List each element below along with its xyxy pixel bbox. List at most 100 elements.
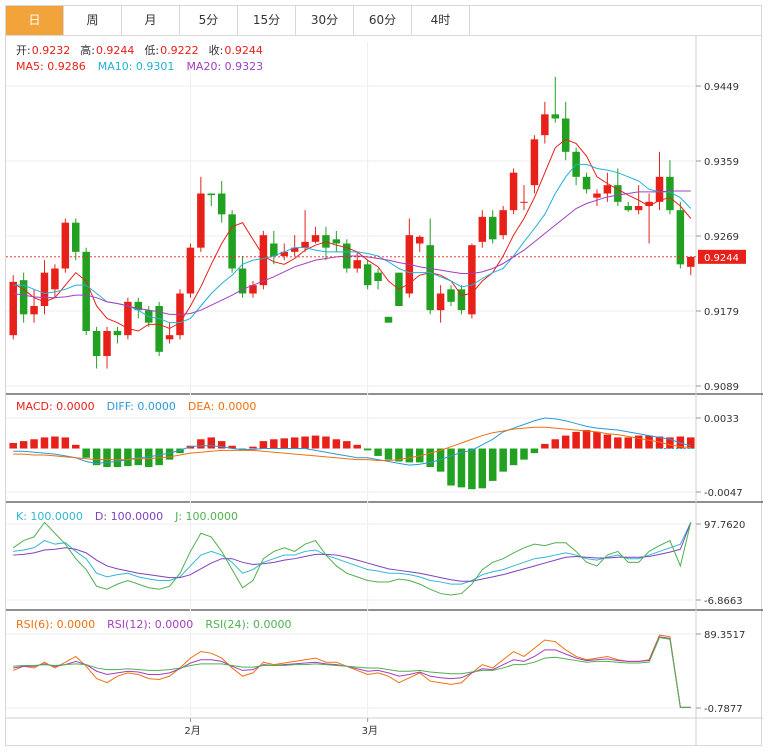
- candle-body: [103, 331, 111, 356]
- candle-body: [82, 251, 90, 331]
- candle-body: [228, 214, 236, 269]
- macd-bar: [499, 448, 507, 472]
- tab-2[interactable]: 月: [122, 6, 180, 35]
- macd-bar: [572, 431, 580, 449]
- tab-1[interactable]: 周: [64, 6, 122, 35]
- macd-bar: [426, 448, 434, 468]
- month-label: 2月: [184, 725, 200, 737]
- candle-body: [384, 316, 393, 323]
- price-tick-label: 0.9089: [704, 382, 739, 393]
- candle-body: [270, 243, 278, 256]
- candle-body: [520, 201, 528, 203]
- candle-body: [687, 256, 695, 267]
- rsi12-legend: RSI(12): 0.0000: [107, 618, 193, 631]
- tab-0[interactable]: 日: [6, 6, 64, 35]
- tab-7[interactable]: 4时: [412, 6, 470, 35]
- high-label: 高:: [80, 43, 95, 57]
- macd-bar: [259, 441, 268, 449]
- candle-body: [259, 235, 268, 286]
- close-label: 收:: [209, 43, 224, 57]
- macd-bar: [197, 439, 205, 449]
- candle-body: [603, 185, 612, 194]
- ma20-line: [13, 190, 691, 315]
- j-legend: J: 100.0000: [174, 510, 238, 523]
- candle-body: [634, 206, 643, 211]
- macd-bar: [530, 448, 539, 454]
- candle-body: [238, 268, 247, 294]
- tab-5[interactable]: 30分: [296, 6, 354, 35]
- candle-body: [197, 193, 205, 248]
- candle-body: [614, 185, 622, 202]
- candle-body: [165, 335, 174, 340]
- macd-bar: [217, 441, 226, 449]
- macd-bar: [666, 437, 674, 449]
- candle-body: [249, 285, 257, 294]
- macd-bar: [614, 437, 622, 449]
- open-label: 开:: [16, 44, 31, 57]
- candle-body: [447, 289, 455, 302]
- candle-body: [530, 139, 539, 186]
- month-label: 3月: [362, 725, 378, 737]
- macd-bar: [92, 448, 101, 466]
- macd-bar: [134, 448, 143, 466]
- candle-body: [561, 118, 570, 152]
- rsi-tick-label: 89.3517: [704, 630, 745, 641]
- last-price-tag: [698, 249, 746, 264]
- macd-bar: [593, 431, 601, 449]
- macd-bar: [61, 437, 70, 449]
- macd-bar: [165, 448, 174, 460]
- candle-body: [301, 241, 309, 248]
- macd-bar: [488, 448, 497, 481]
- candle-body: [332, 239, 341, 244]
- ma5-legend: MA5: 0.9286: [16, 60, 86, 73]
- candle-body: [92, 331, 101, 356]
- candle-body: [124, 301, 132, 336]
- macd-bar: [687, 437, 695, 449]
- tab-4[interactable]: 15分: [238, 6, 296, 35]
- macd-bar: [363, 448, 372, 451]
- rsi24-line: [13, 637, 691, 708]
- candle-body: [72, 222, 80, 252]
- candle-body: [509, 172, 518, 211]
- d-legend: D: 100.0000: [95, 510, 163, 523]
- macd-bar: [82, 448, 90, 458]
- d-line: [13, 522, 692, 582]
- kdj-tick-label: -6.8663: [704, 596, 743, 607]
- candle-body: [353, 260, 361, 269]
- macd-bar: [113, 448, 122, 468]
- candle-body: [374, 272, 382, 281]
- candle-body: [363, 264, 372, 286]
- candle-body: [655, 176, 664, 202]
- macd-bar: [509, 448, 518, 466]
- j-line: [12, 521, 692, 596]
- macd-bar: [249, 446, 257, 449]
- macd-bar: [561, 435, 570, 449]
- k-legend: K: 100.0000: [16, 510, 83, 523]
- macd-bar: [155, 448, 163, 466]
- tab-6[interactable]: 60分: [354, 6, 412, 35]
- candle-body: [676, 210, 685, 265]
- rsi6-line: [13, 634, 691, 708]
- dea-line: [13, 426, 691, 462]
- candle-body: [311, 235, 320, 242]
- macd-bar: [103, 448, 111, 468]
- candle-body: [488, 216, 497, 240]
- candle-body: [666, 176, 674, 211]
- tab-3[interactable]: 5分: [180, 6, 238, 35]
- macd-bar: [395, 448, 403, 462]
- macd-bar: [374, 448, 382, 456]
- macd-bar: [290, 437, 299, 449]
- macd-bar: [645, 435, 653, 449]
- macd-bar: [624, 437, 632, 449]
- macd-bar: [582, 430, 591, 449]
- ma20-legend: MA20: 0.9323: [186, 60, 263, 73]
- candle-body: [51, 268, 59, 290]
- candle-body: [217, 193, 226, 215]
- macd-bar: [353, 444, 361, 449]
- macd-tick-label: -0.0047: [704, 488, 743, 499]
- candle-body: [186, 247, 195, 294]
- macd-bar: [19, 441, 28, 449]
- price-tick-label: 0.9359: [704, 157, 739, 168]
- candle-body: [551, 114, 560, 119]
- candle-body: [113, 331, 122, 336]
